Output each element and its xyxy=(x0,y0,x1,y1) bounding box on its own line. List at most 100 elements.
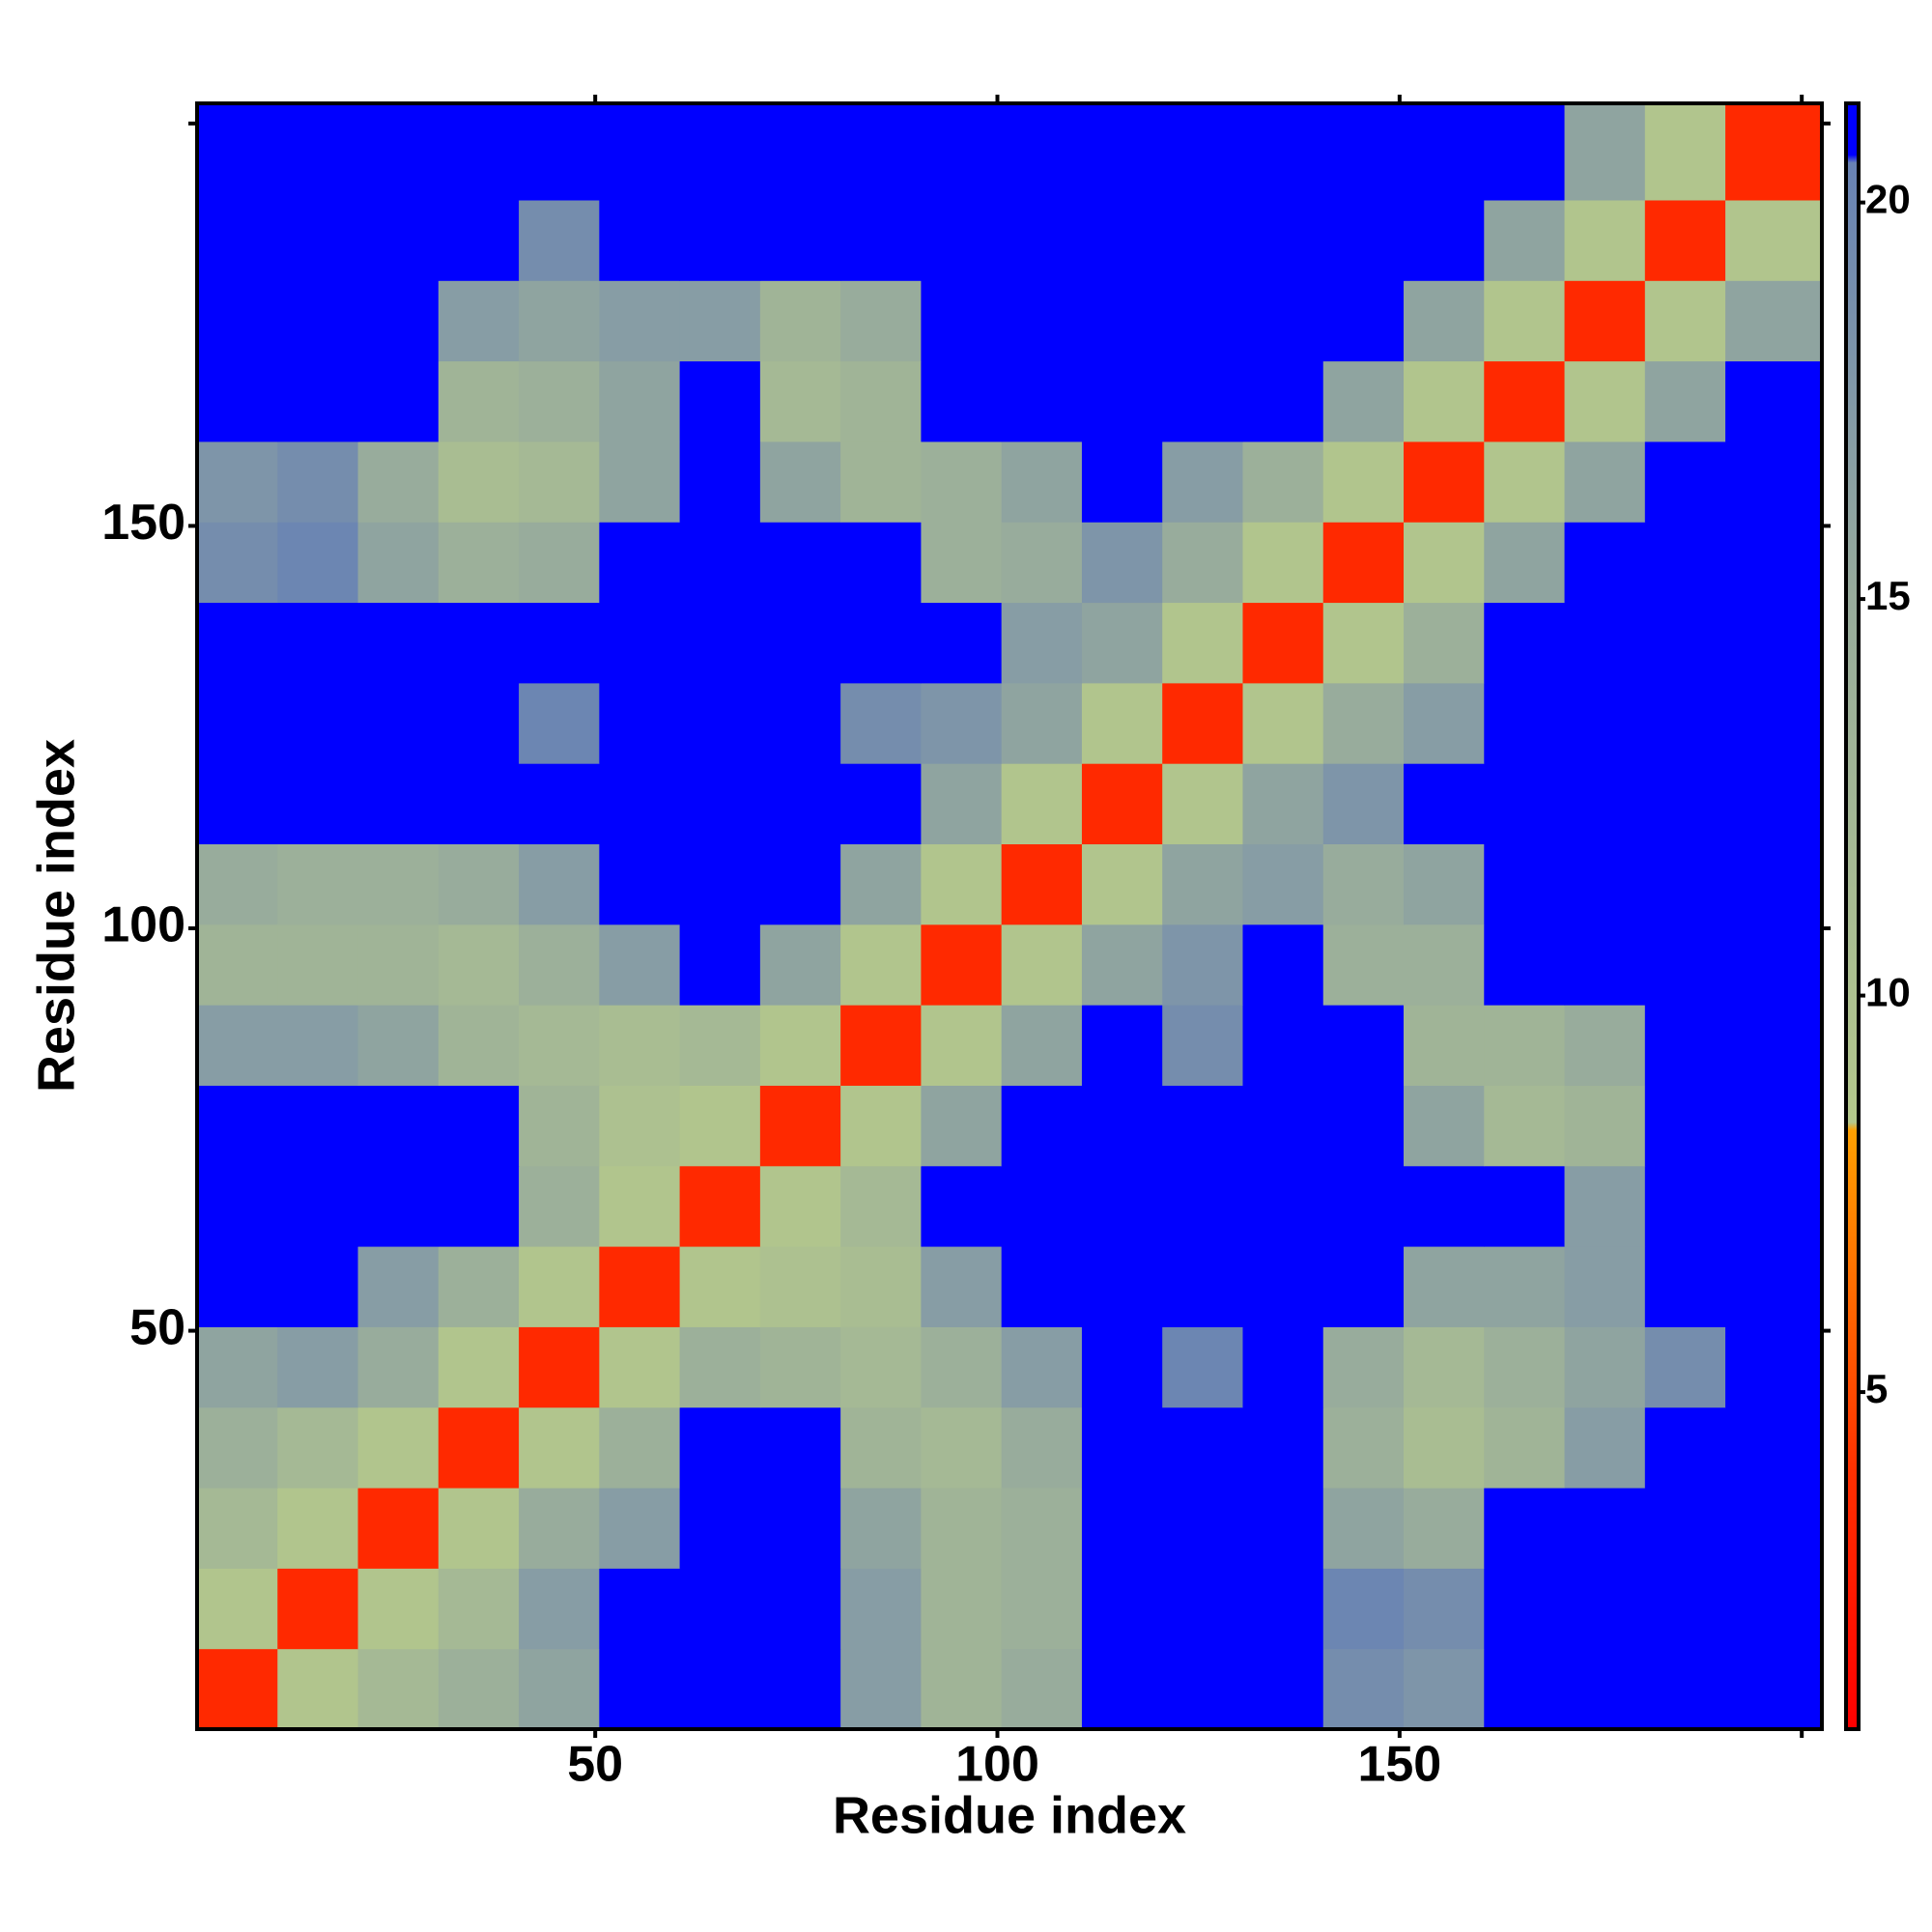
heatmap-cell xyxy=(1322,440,1405,523)
heatmap-cell xyxy=(1644,280,1726,362)
heatmap-cell xyxy=(599,682,681,764)
heatmap-cell xyxy=(1242,1005,1324,1086)
heatmap-cell xyxy=(759,1568,841,1650)
heatmap-cell xyxy=(277,682,359,764)
heatmap-cell xyxy=(679,199,761,281)
heatmap-cell xyxy=(1242,440,1324,523)
heatmap-cell xyxy=(277,440,359,523)
heatmap-cell xyxy=(357,1085,440,1167)
heatmap-cell xyxy=(1725,522,1823,604)
heatmap-cell xyxy=(1564,1326,1646,1408)
heatmap-cell xyxy=(1162,843,1243,925)
heatmap-cell xyxy=(1162,1165,1243,1247)
heatmap-cell xyxy=(1725,682,1823,764)
heatmap-cell xyxy=(1162,602,1243,684)
heatmap-cell xyxy=(599,1406,681,1489)
heatmap-cell xyxy=(1725,1568,1823,1650)
heatmap-cell xyxy=(921,103,1003,201)
heatmap-cell xyxy=(921,522,1003,604)
heatmap-cell xyxy=(1484,1246,1566,1327)
heatmap-cell xyxy=(1162,1085,1243,1167)
heatmap-cell xyxy=(759,1406,841,1489)
heatmap-cell xyxy=(197,1005,278,1086)
heatmap-cell xyxy=(1242,1326,1324,1408)
heatmap-cell xyxy=(1001,843,1083,925)
heatmap-cell xyxy=(1242,1488,1324,1569)
heatmap-cell xyxy=(197,843,278,925)
heatmap-cell xyxy=(519,1326,600,1408)
heatmap-cell xyxy=(357,1648,440,1730)
heatmap-cell xyxy=(1322,103,1405,201)
heatmap-cell xyxy=(357,1488,440,1569)
heatmap-cell xyxy=(1644,199,1726,281)
heatmap-cell xyxy=(1644,1085,1726,1167)
heatmap-cell xyxy=(438,843,520,925)
colorbar xyxy=(1844,101,1861,1731)
heatmap-cell xyxy=(1322,1648,1405,1730)
heatmap-cell xyxy=(1001,602,1083,684)
heatmap-cell xyxy=(519,360,600,442)
heatmap-cell xyxy=(921,360,1003,442)
heatmap-cell xyxy=(1484,1085,1566,1167)
heatmap-cell xyxy=(1564,923,1646,1006)
heatmap-cell xyxy=(1322,1165,1405,1247)
heatmap-cell xyxy=(1725,763,1823,845)
heatmap-cell xyxy=(197,1648,278,1730)
heatmap-cell xyxy=(1081,360,1163,442)
heatmap-cell xyxy=(277,1005,359,1086)
heatmap-cell xyxy=(438,103,520,201)
heatmap-cell xyxy=(679,843,761,925)
heatmap-cell xyxy=(1001,1406,1083,1489)
y-axis-title: Residue index xyxy=(27,739,85,1093)
heatmap-cell xyxy=(277,602,359,684)
heatmap-cell xyxy=(1162,1648,1243,1730)
heatmap-cell xyxy=(1081,763,1163,845)
heatmap-cell xyxy=(921,1246,1003,1327)
heatmap-cell xyxy=(519,1648,600,1730)
heatmap-cell xyxy=(759,923,841,1006)
heatmap-cell xyxy=(438,682,520,764)
heatmap-cell xyxy=(1644,360,1726,442)
heatmap-cell xyxy=(519,602,600,684)
heatmap-cell xyxy=(1162,1488,1243,1569)
heatmap-cell xyxy=(197,602,278,684)
heatmap-cell xyxy=(1404,1085,1485,1167)
heatmap-cell xyxy=(197,1246,278,1327)
heatmap-cell xyxy=(277,1326,359,1408)
heatmap-cell xyxy=(197,1326,278,1408)
heatmap-cell xyxy=(1564,522,1646,604)
heatmap-cell xyxy=(1404,1488,1485,1569)
heatmap-cell xyxy=(1484,360,1566,442)
heatmap-cell xyxy=(357,522,440,604)
heatmap-cell xyxy=(1081,602,1163,684)
heatmap-cell xyxy=(1484,1568,1566,1650)
heatmap-cell xyxy=(921,1648,1003,1730)
heatmap-cell xyxy=(759,682,841,764)
heatmap-cell xyxy=(1081,1005,1163,1086)
heatmap-cell xyxy=(679,923,761,1006)
heatmap-cell xyxy=(1242,360,1324,442)
heatmap-cell xyxy=(840,602,922,684)
heatmap-cell xyxy=(921,763,1003,845)
heatmap-cell xyxy=(599,280,681,362)
heatmap-cell xyxy=(1322,1326,1405,1408)
heatmap-cell xyxy=(197,522,278,604)
heatmap-cell xyxy=(357,682,440,764)
heatmap-cell xyxy=(1484,1326,1566,1408)
heatmap-cell xyxy=(599,360,681,442)
heatmap-cell xyxy=(1564,602,1646,684)
heatmap-cell xyxy=(759,1488,841,1569)
heatmap-cell xyxy=(197,1406,278,1489)
heatmap-cell xyxy=(1484,440,1566,523)
heatmap-cell xyxy=(277,1165,359,1247)
heatmap-cell xyxy=(1162,522,1243,604)
heatmap-cell xyxy=(921,280,1003,362)
heatmap-cell xyxy=(1484,923,1566,1006)
heatmap-cell xyxy=(438,1406,520,1489)
heatmap-cell xyxy=(679,602,761,684)
heatmap-cell xyxy=(1404,763,1485,845)
heatmap-cell xyxy=(357,763,440,845)
heatmap-cell xyxy=(679,103,761,201)
heatmap-cell xyxy=(840,360,922,442)
